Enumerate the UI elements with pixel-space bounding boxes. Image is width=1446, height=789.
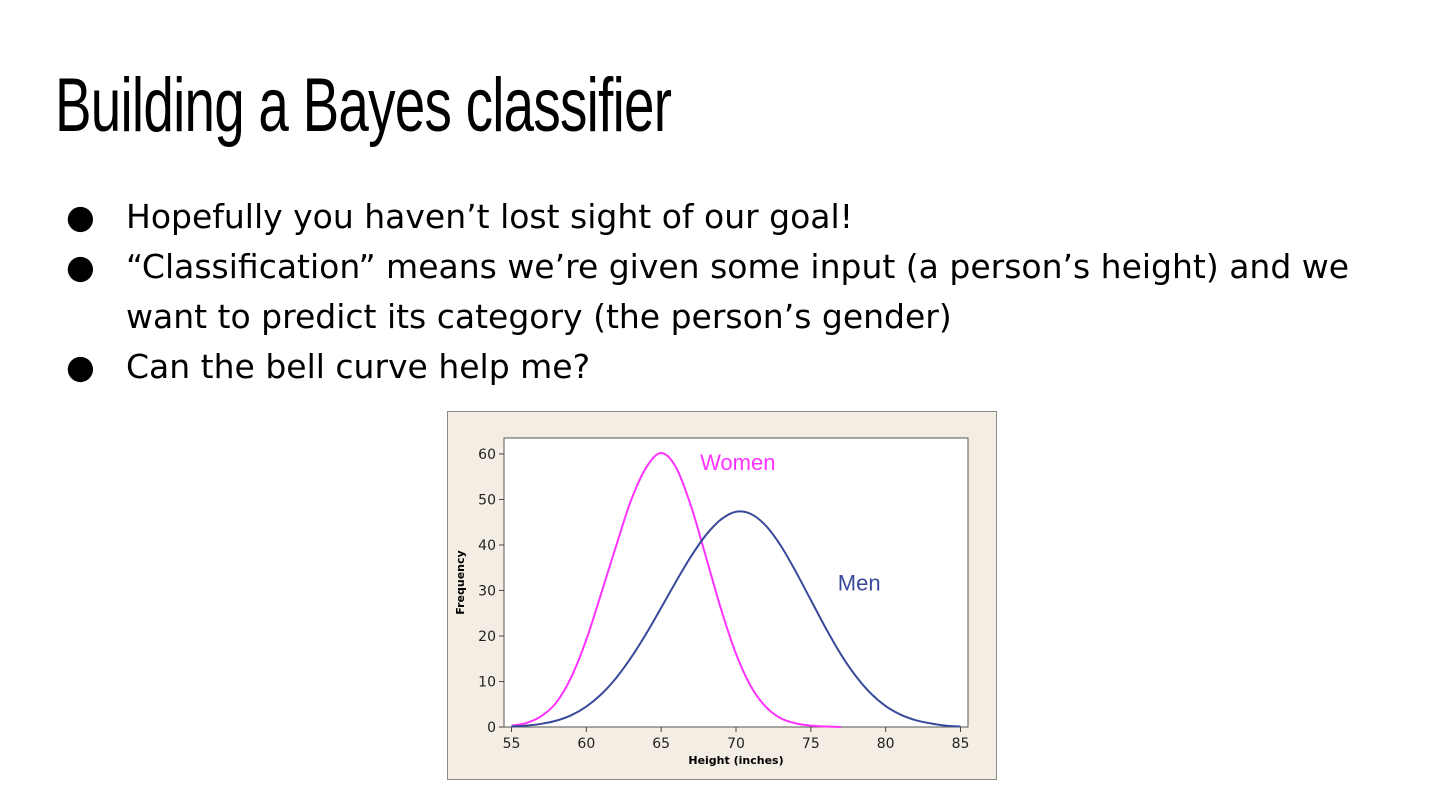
y-tick-label: 30	[478, 583, 496, 599]
x-tick-label: 80	[877, 736, 895, 752]
y-tick-label: 60	[478, 447, 496, 463]
x-tick-label: 55	[503, 736, 521, 752]
x-tick-label: 60	[577, 736, 595, 752]
bullet-text: Hopefully you haven’t lost sight of our …	[126, 197, 853, 236]
bullet-item: ● “Classification” means we’re given som…	[62, 242, 1402, 342]
x-tick-label: 70	[727, 736, 745, 752]
bullet-dot-icon: ●	[66, 247, 95, 286]
bullet-text: “Classification” means we’re given some …	[126, 247, 1350, 336]
x-tick-label: 75	[802, 736, 820, 752]
bullet-text: Can the bell curve help me?	[126, 347, 591, 386]
y-tick-label: 0	[487, 720, 496, 736]
bullet-dot-icon: ●	[66, 197, 95, 236]
bullet-item: ● Can the bell curve help me?	[62, 342, 1402, 392]
bullet-dot-icon: ●	[66, 347, 95, 386]
x-tick-label: 85	[952, 736, 970, 752]
y-tick-label: 40	[478, 538, 496, 554]
y-tick-label: 10	[478, 674, 496, 690]
men-curve-label: Men	[838, 570, 881, 595]
plot-area	[503, 437, 969, 728]
bullet-item: ● Hopefully you haven’t lost sight of ou…	[62, 192, 1402, 242]
bullet-list: ● Hopefully you haven’t lost sight of ou…	[62, 192, 1402, 392]
y-tick-label: 50	[478, 492, 496, 508]
y-axis-label: Frequency	[454, 550, 467, 614]
chart-svg: 55 60 65 70 75 80 85 0 10 20 30 40 50 60 Women Men He…	[454, 437, 970, 767]
x-axis-label: Height (inches)	[688, 754, 783, 767]
women-curve-label: Women	[700, 450, 775, 475]
x-tick-label: 65	[652, 736, 670, 752]
women-curve	[511, 452, 841, 728]
slide-title: Building a Bayes classifier	[55, 63, 672, 148]
men-curve	[511, 510, 961, 728]
height-distribution-chart: 55 60 65 70 75 80 85 0 10 20 30 40 50 60 Women Men He…	[447, 411, 997, 780]
y-tick-label: 20	[478, 629, 496, 645]
